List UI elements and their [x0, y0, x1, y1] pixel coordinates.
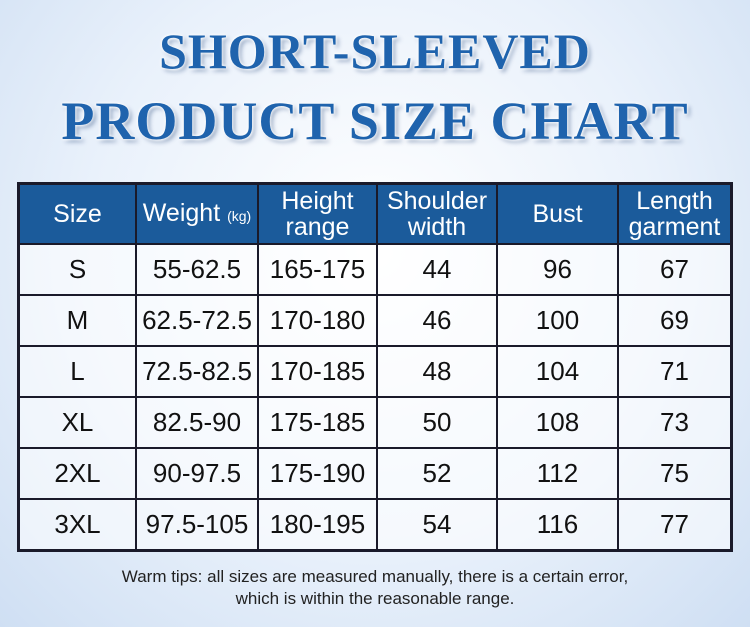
table-cell: 3XL: [17, 498, 137, 552]
table-cell: 46: [376, 294, 498, 347]
table-cell: 97.5-105: [135, 498, 259, 552]
table-cell: 108: [496, 396, 619, 449]
header-text: Length: [636, 187, 713, 215]
table-cell: 165-175: [257, 243, 378, 296]
title-line-1: SHORT-SLEEVED: [159, 23, 591, 79]
header-text: Weight: [142, 198, 221, 227]
title-line-2: PRODUCT SIZE CHART: [61, 91, 689, 151]
table-cell: 175-185: [257, 396, 378, 449]
table-cell: 96: [496, 243, 619, 296]
tips-line-1: Warm tips: all sizes are measured manual…: [121, 567, 629, 586]
header-text: garment: [628, 213, 721, 241]
table-cell: 50: [376, 396, 498, 449]
table-row: S 55-62.5 165-175 44 96 67: [17, 243, 733, 296]
table-cell: 180-195: [257, 498, 378, 552]
table-cell: 55-62.5: [135, 243, 259, 296]
header-unit: (kg): [227, 207, 252, 224]
table-cell: 62.5-72.5: [135, 294, 259, 347]
header-weight: Weight (kg): [135, 182, 259, 245]
table-cell: 77: [617, 498, 733, 552]
table-cell: 100: [496, 294, 619, 347]
header-shoulder: Shoulder width: [376, 182, 498, 245]
header-text: width: [407, 213, 467, 241]
table-cell: 54: [376, 498, 498, 552]
table-cell: 2XL: [17, 447, 137, 500]
table-cell: 73: [617, 396, 733, 449]
table-cell: 67: [617, 243, 733, 296]
table-cell: 90-97.5: [135, 447, 259, 500]
header-row: Size Weight (kg) Height range Shoulder wid…: [17, 182, 733, 245]
header-size: Size: [17, 182, 137, 245]
table-cell: 170-180: [257, 294, 378, 347]
header-text: Height: [281, 187, 354, 215]
header-text: range: [285, 213, 350, 241]
table-row: 3XL 97.5-105 180-195 54 116 77: [17, 498, 733, 552]
table-cell: 104: [496, 345, 619, 398]
table-cell: 175-190: [257, 447, 378, 500]
header-text: Bust: [532, 200, 583, 228]
table-cell: 82.5-90: [135, 396, 259, 449]
table-cell: 52: [376, 447, 498, 500]
table-cell: 112: [496, 447, 619, 500]
table-cell: 48: [376, 345, 498, 398]
table-row: XL 82.5-90 175-185 50 108 73: [17, 396, 733, 449]
table-row: M 62.5-72.5 170-180 46 100 69: [17, 294, 733, 347]
table-cell: 170-185: [257, 345, 378, 398]
header-height: Height range: [257, 182, 378, 245]
table-cell: 44: [376, 243, 498, 296]
header-text: Size: [53, 200, 102, 228]
size-table: Size Weight (kg) Height range Shoulder wid…: [17, 182, 733, 552]
table-cell: XL: [17, 396, 137, 449]
header-length: Length garment: [617, 182, 733, 245]
table-cell: S: [17, 243, 137, 296]
table-cell: M: [17, 294, 137, 347]
tips-line-2: which is within the reasonable range.: [235, 589, 515, 608]
table-row: L 72.5-82.5 170-185 48 104 71: [17, 345, 733, 398]
header-text: Shoulder: [386, 187, 488, 215]
warm-tips: Warm tips: all sizes are measured manual…: [0, 566, 750, 610]
table-cell: 75: [617, 447, 733, 500]
table-cell: 71: [617, 345, 733, 398]
header-bust: Bust: [496, 182, 619, 245]
table-row: 2XL 90-97.5 175-190 52 112 75: [17, 447, 733, 500]
table-cell: L: [17, 345, 137, 398]
table-cell: 69: [617, 294, 733, 347]
table-cell: 72.5-82.5: [135, 345, 259, 398]
table-cell: 116: [496, 498, 619, 552]
